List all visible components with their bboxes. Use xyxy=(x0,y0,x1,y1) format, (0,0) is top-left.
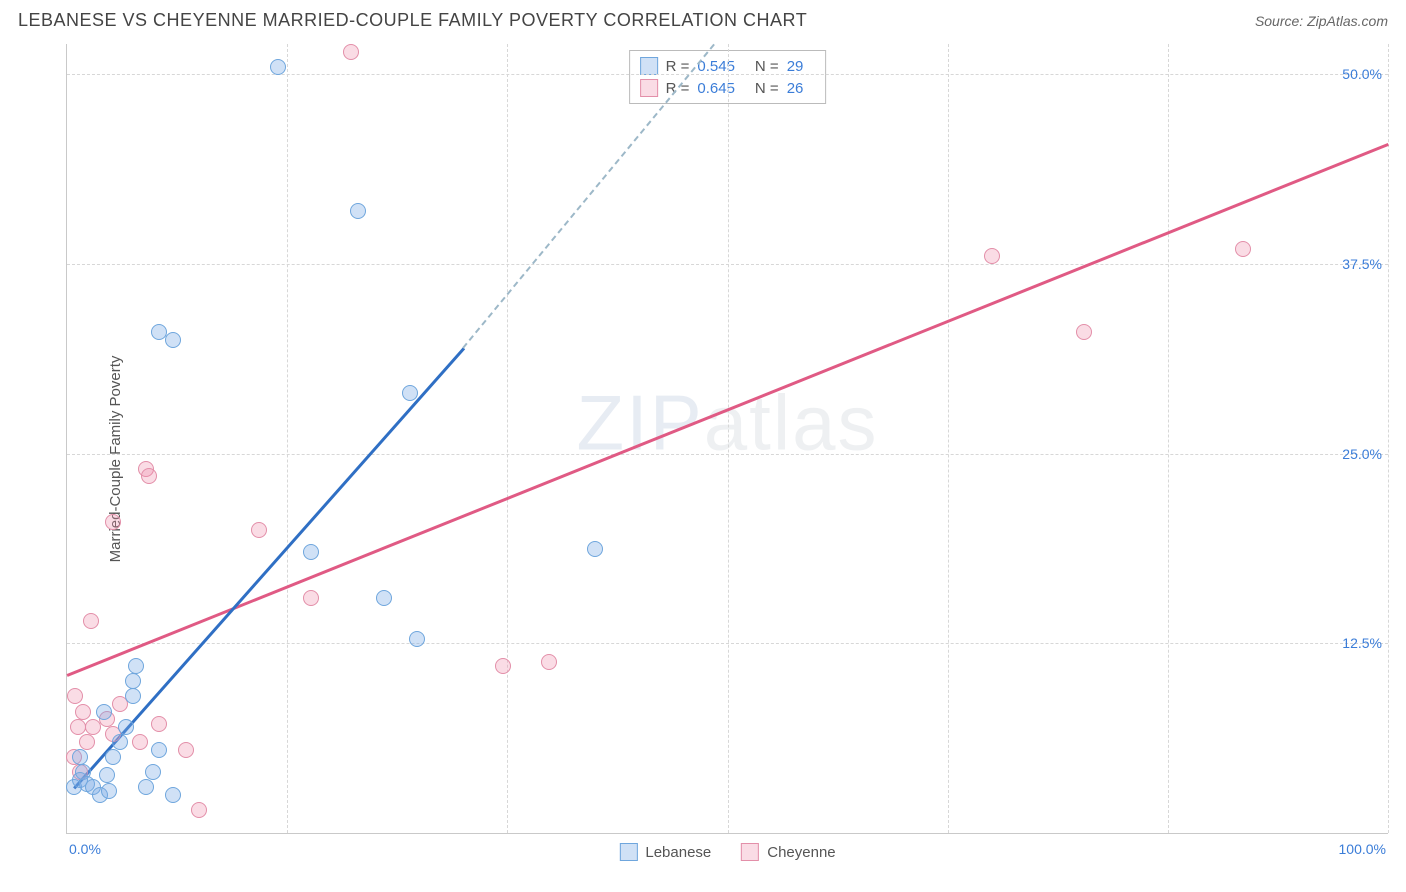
point-lebanese xyxy=(101,783,117,799)
point-lebanese xyxy=(125,673,141,689)
point-lebanese xyxy=(587,541,603,557)
point-lebanese xyxy=(118,719,134,735)
point-cheyenne xyxy=(191,802,207,818)
swatch-lebanese xyxy=(640,57,658,75)
gridline-v xyxy=(1388,44,1389,833)
point-lebanese xyxy=(303,544,319,560)
point-cheyenne xyxy=(178,742,194,758)
r-label: R = xyxy=(666,58,690,75)
point-lebanese xyxy=(105,749,121,765)
swatch-cheyenne xyxy=(640,79,658,97)
r-value-cheyenne: 0.645 xyxy=(697,80,735,97)
header: LEBANESE VS CHEYENNE MARRIED-COUPLE FAMI… xyxy=(0,0,1406,37)
point-lebanese xyxy=(350,203,366,219)
point-cheyenne xyxy=(67,688,83,704)
point-cheyenne xyxy=(75,704,91,720)
gridline-v xyxy=(728,44,729,833)
point-cheyenne xyxy=(151,716,167,732)
point-cheyenne xyxy=(251,522,267,538)
n-value-lebanese: 29 xyxy=(787,58,804,75)
point-lebanese xyxy=(165,787,181,803)
swatch-cheyenne xyxy=(741,843,759,861)
point-lebanese xyxy=(270,59,286,75)
swatch-lebanese xyxy=(619,843,637,861)
point-cheyenne xyxy=(83,613,99,629)
point-lebanese xyxy=(376,590,392,606)
gridline-v xyxy=(507,44,508,833)
legend-label-cheyenne: Cheyenne xyxy=(767,844,835,861)
y-tick-label: 50.0% xyxy=(1342,66,1382,82)
source-prefix: Source: xyxy=(1255,13,1307,29)
n-label: N = xyxy=(755,58,779,75)
point-lebanese xyxy=(72,749,88,765)
point-cheyenne xyxy=(303,590,319,606)
n-label: N = xyxy=(755,80,779,97)
gridline-v xyxy=(948,44,949,833)
legend-item-cheyenne: Cheyenne xyxy=(741,843,835,861)
r-value-lebanese: 0.545 xyxy=(697,58,735,75)
point-lebanese xyxy=(99,767,115,783)
source-name: ZipAtlas.com xyxy=(1307,13,1388,29)
trend-line-extension xyxy=(463,44,716,349)
point-lebanese xyxy=(409,631,425,647)
point-lebanese xyxy=(128,658,144,674)
point-cheyenne xyxy=(70,719,86,735)
legend-label-lebanese: Lebanese xyxy=(645,844,711,861)
point-cheyenne xyxy=(1076,324,1092,340)
n-value-cheyenne: 26 xyxy=(787,80,804,97)
x-tick-label: 100.0% xyxy=(1339,841,1386,857)
plot-region: ZIPatlas R = 0.545 N = 29 R = 0.645 N = … xyxy=(66,44,1388,834)
y-tick-label: 37.5% xyxy=(1342,256,1382,272)
point-cheyenne xyxy=(141,468,157,484)
gridline-v xyxy=(1168,44,1169,833)
point-lebanese xyxy=(138,779,154,795)
point-lebanese xyxy=(145,764,161,780)
point-cheyenne xyxy=(79,734,95,750)
point-lebanese xyxy=(125,688,141,704)
point-cheyenne xyxy=(343,44,359,60)
point-cheyenne xyxy=(541,654,557,670)
point-lebanese xyxy=(151,742,167,758)
y-tick-label: 12.5% xyxy=(1342,635,1382,651)
point-cheyenne xyxy=(495,658,511,674)
point-lebanese xyxy=(96,704,112,720)
point-lebanese xyxy=(402,385,418,401)
point-cheyenne xyxy=(984,248,1000,264)
point-lebanese xyxy=(165,332,181,348)
chart-title: LEBANESE VS CHEYENNE MARRIED-COUPLE FAMI… xyxy=(18,10,807,31)
point-cheyenne xyxy=(1235,241,1251,257)
x-tick-label: 0.0% xyxy=(69,841,101,857)
gridline-v xyxy=(287,44,288,833)
point-lebanese xyxy=(112,734,128,750)
y-tick-label: 25.0% xyxy=(1342,446,1382,462)
chart-area: Married-Couple Family Poverty ZIPatlas R… xyxy=(18,44,1388,874)
legend-item-lebanese: Lebanese xyxy=(619,843,711,861)
point-cheyenne xyxy=(105,514,121,530)
source-attribution: Source: ZipAtlas.com xyxy=(1255,13,1388,29)
series-legend: Lebanese Cheyenne xyxy=(619,843,835,861)
point-cheyenne xyxy=(132,734,148,750)
